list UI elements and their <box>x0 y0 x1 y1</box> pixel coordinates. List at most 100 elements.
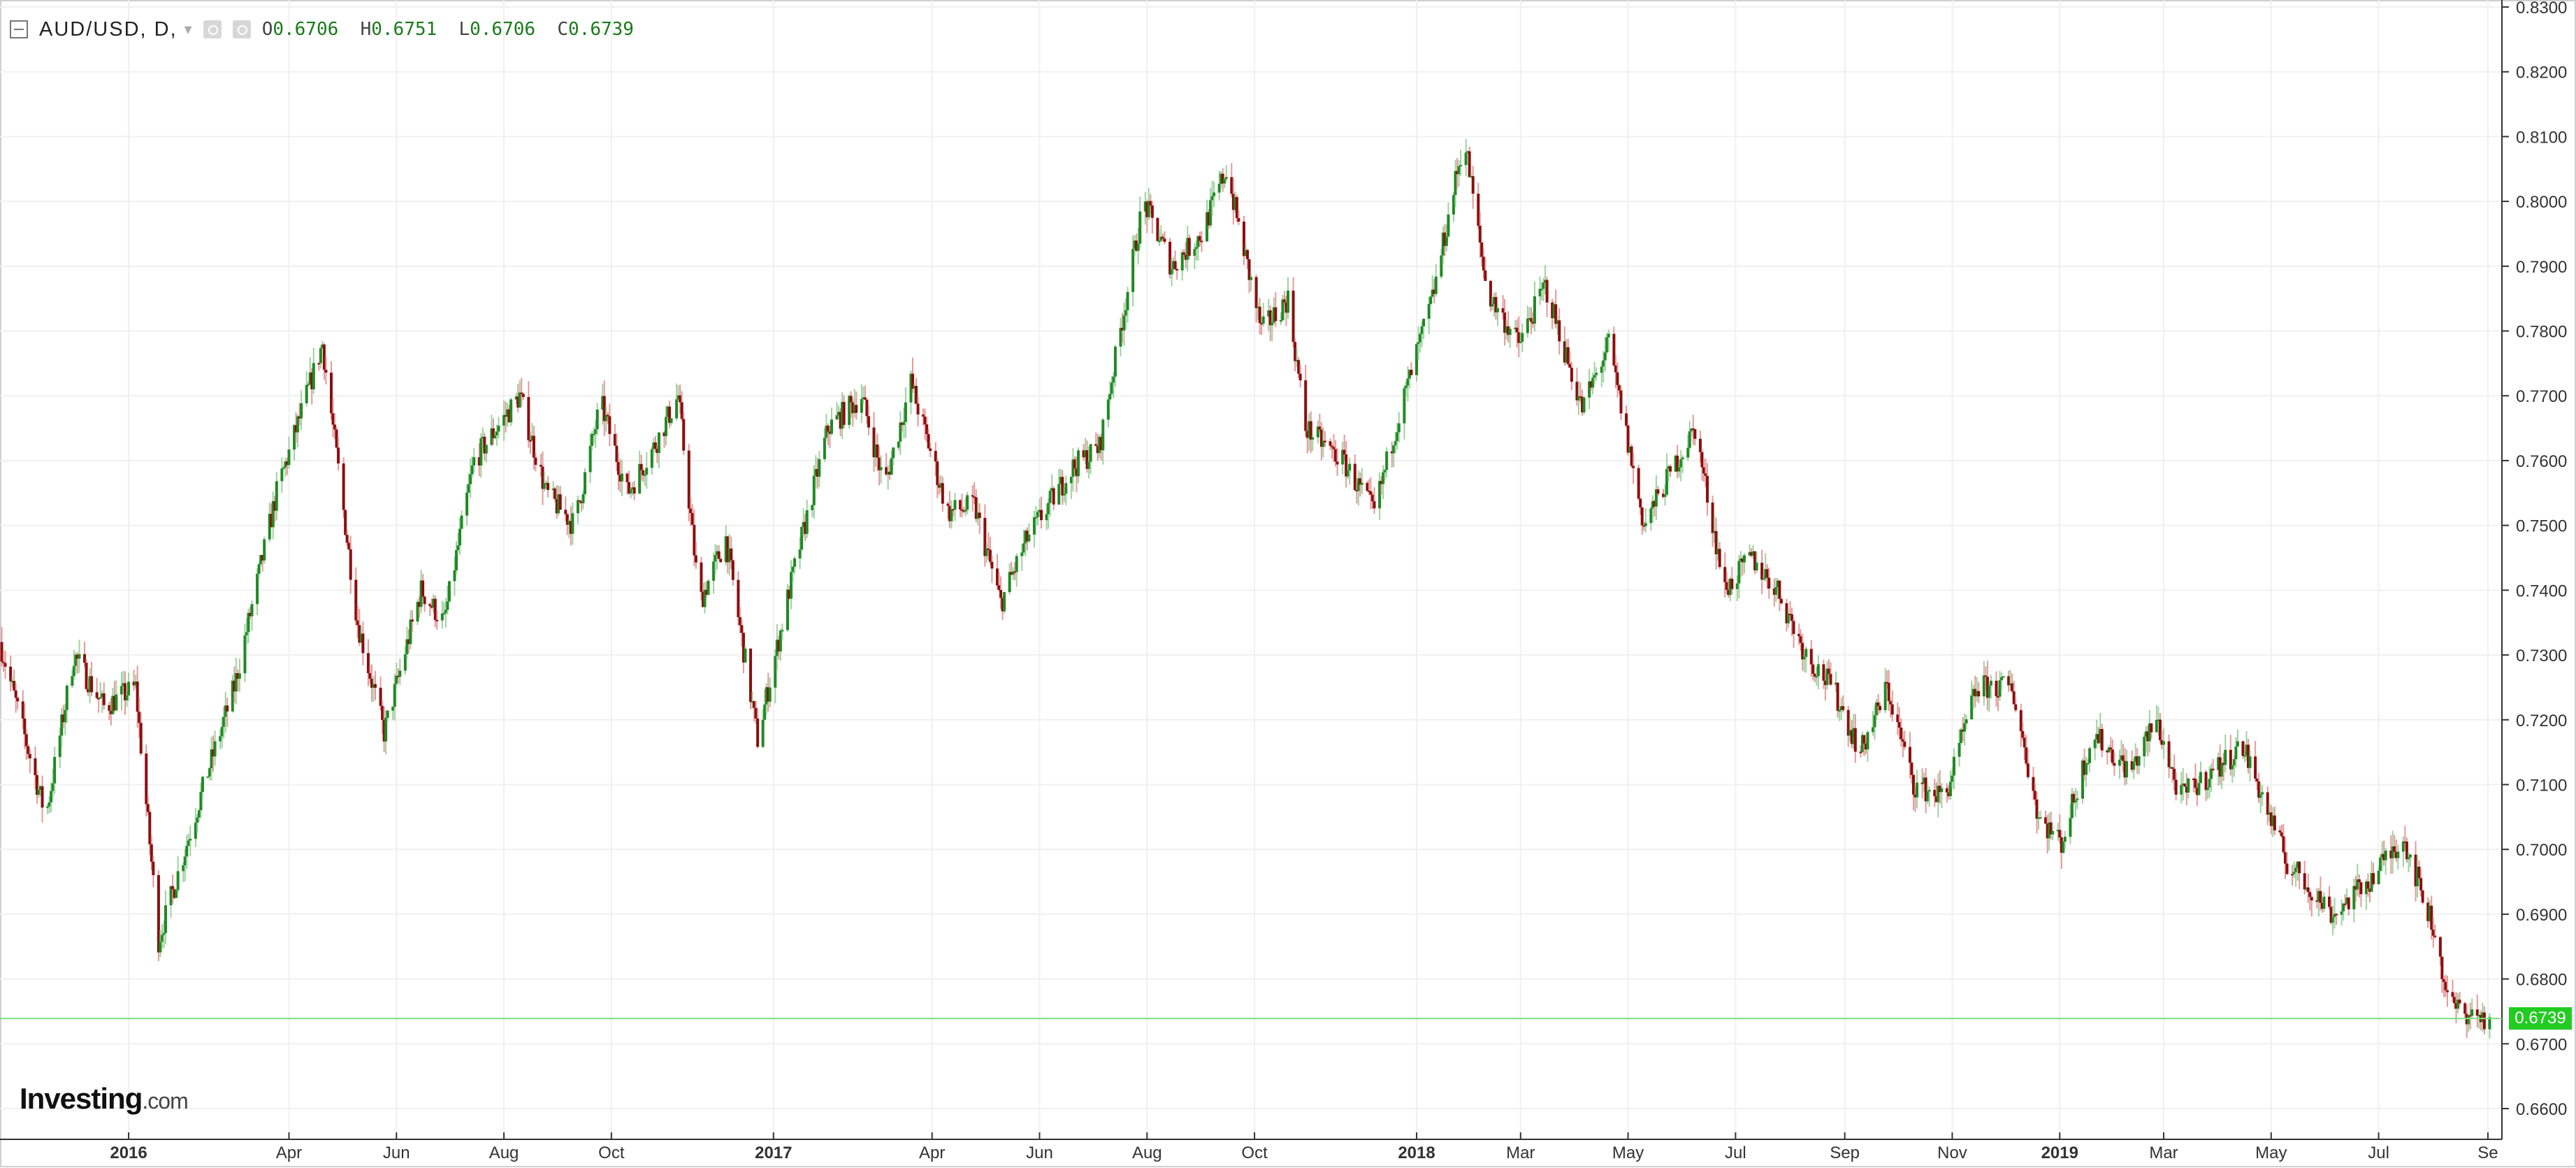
candle-body[interactable] <box>1059 477 1062 484</box>
candle-body[interactable] <box>625 473 629 482</box>
candle-body[interactable] <box>21 701 24 719</box>
candle-body[interactable] <box>2122 755 2125 761</box>
candle-body[interactable] <box>1348 463 1352 471</box>
candle-body[interactable] <box>72 665 75 677</box>
candle-body[interactable] <box>1261 316 1265 324</box>
candle-body[interactable] <box>1459 165 1463 167</box>
candle-body[interactable] <box>1147 201 1150 217</box>
candle-body[interactable] <box>259 554 263 565</box>
candle-body[interactable] <box>2261 792 2264 795</box>
candle-body[interactable] <box>1408 370 1411 379</box>
candle-body[interactable] <box>1020 552 1024 556</box>
candle-body[interactable] <box>35 774 38 795</box>
candle-body[interactable] <box>2315 900 2319 902</box>
candle-body[interactable] <box>263 539 266 561</box>
candle-body[interactable] <box>23 718 27 735</box>
candle-body[interactable] <box>2032 777 2035 791</box>
candle-body[interactable] <box>1355 489 1359 491</box>
candle-body[interactable] <box>1150 206 1154 218</box>
candle-body[interactable] <box>1417 342 1420 345</box>
candle-body[interactable] <box>1010 572 1013 575</box>
candle-body[interactable] <box>712 561 716 581</box>
candle-body[interactable] <box>1003 592 1006 612</box>
candle-body[interactable] <box>1737 561 1741 584</box>
candle-body[interactable] <box>2192 778 2195 780</box>
candle-body[interactable] <box>333 424 337 430</box>
candle-body[interactable] <box>2100 728 2104 751</box>
candle-body[interactable] <box>1456 171 1459 175</box>
candle-body[interactable] <box>3 663 7 667</box>
candle-body[interactable] <box>675 399 679 419</box>
candle-body[interactable] <box>1579 396 1582 398</box>
candle-body[interactable] <box>87 688 90 693</box>
candle-body[interactable] <box>1196 236 1200 247</box>
candle-body[interactable] <box>1552 304 1556 319</box>
candle-body[interactable] <box>1748 551 1751 556</box>
candle-body[interactable] <box>1883 682 1887 710</box>
candle-body[interactable] <box>1494 296 1498 312</box>
candle-body[interactable] <box>872 427 876 458</box>
candle-body[interactable] <box>2171 767 2174 769</box>
candle-body[interactable] <box>219 736 222 742</box>
candle-body[interactable] <box>1605 337 1609 353</box>
candle-body[interactable] <box>2440 956 2444 979</box>
candle-body[interactable] <box>841 402 844 429</box>
candle-body[interactable] <box>657 432 660 454</box>
candle-body[interactable] <box>95 692 99 698</box>
candle-body[interactable] <box>1427 303 1431 319</box>
candle-body[interactable] <box>1811 664 1815 674</box>
candle-body[interactable] <box>1958 742 1961 757</box>
candle-body[interactable] <box>490 428 493 445</box>
candle-body[interactable] <box>1616 372 1619 385</box>
candle-body[interactable] <box>1268 310 1272 326</box>
candle-body[interactable] <box>1945 788 1948 793</box>
candle-body[interactable] <box>629 489 632 494</box>
candle-body[interactable] <box>1600 366 1603 373</box>
candle-body[interactable] <box>16 698 20 702</box>
candle-body[interactable] <box>2345 897 2349 904</box>
candle-body[interactable] <box>876 445 879 458</box>
candle-body[interactable] <box>978 512 981 518</box>
candle-body[interactable] <box>152 861 155 875</box>
candle-body[interactable] <box>381 705 384 720</box>
candle-body[interactable] <box>527 396 530 440</box>
candle-body[interactable] <box>1353 463 1356 490</box>
candle-body[interactable] <box>1224 177 1228 180</box>
candle-body[interactable] <box>1267 310 1271 317</box>
candle-body[interactable] <box>1122 315 1126 331</box>
candle-body[interactable] <box>576 500 579 514</box>
candle-body[interactable] <box>2081 760 2085 799</box>
candle-body[interactable] <box>1346 470 1349 477</box>
candle-body[interactable] <box>1521 333 1524 342</box>
candle-body[interactable] <box>208 768 212 777</box>
candle-body[interactable] <box>953 500 957 510</box>
candle-body[interactable] <box>1329 441 1332 446</box>
candle-body[interactable] <box>173 889 176 898</box>
candle-body[interactable] <box>115 694 118 711</box>
candle-body[interactable] <box>1711 503 1714 533</box>
candle-body[interactable] <box>2317 891 2320 902</box>
candle-body[interactable] <box>481 436 484 439</box>
candle-body[interactable] <box>2257 781 2261 798</box>
candle-body[interactable] <box>2319 891 2322 903</box>
candle-body[interactable] <box>222 716 226 727</box>
candle-body[interactable] <box>717 551 721 559</box>
candle-body[interactable] <box>2093 740 2097 749</box>
candle-body[interactable] <box>2416 866 2419 886</box>
candle-body[interactable] <box>2185 786 2188 793</box>
candle-body[interactable] <box>509 399 513 423</box>
candle-body[interactable] <box>555 498 558 514</box>
candle-body[interactable] <box>220 726 224 737</box>
candle-body[interactable] <box>618 475 622 482</box>
candle-body[interactable] <box>1168 241 1172 275</box>
candle-body[interactable] <box>1246 250 1249 259</box>
candle-body[interactable] <box>700 562 703 592</box>
candle-body[interactable] <box>839 412 842 429</box>
candle-body[interactable] <box>1960 729 1963 743</box>
candle-body[interactable] <box>28 754 31 758</box>
candle-body[interactable] <box>768 687 772 702</box>
candle-body[interactable] <box>294 425 298 433</box>
candle-body[interactable] <box>1704 473 1707 476</box>
candle-body[interactable] <box>1679 459 1683 468</box>
candle-body[interactable] <box>1470 176 1473 178</box>
